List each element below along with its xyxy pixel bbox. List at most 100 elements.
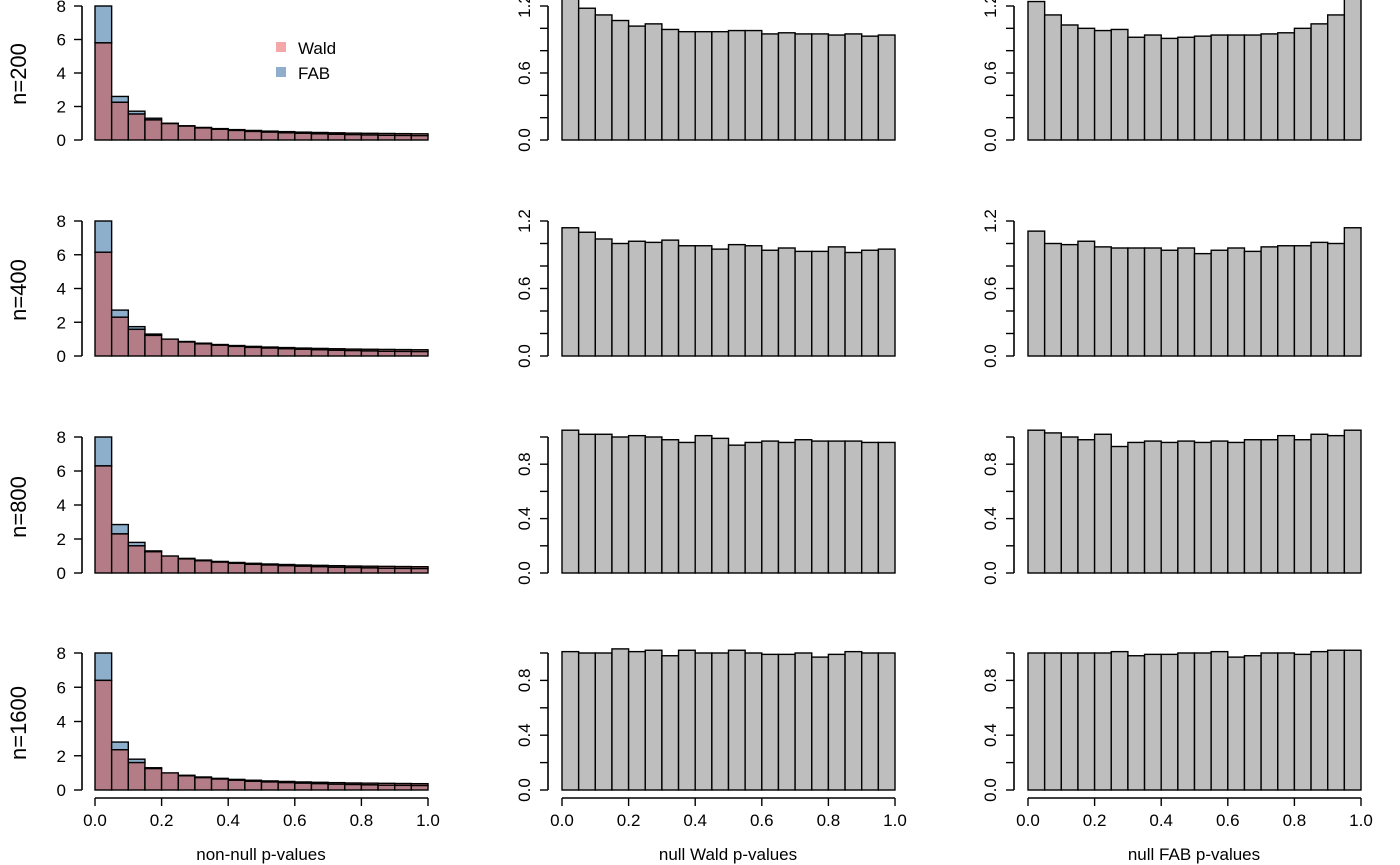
bar-fab-1600-19 [1343,649,1362,791]
bar-nonnull-1600-overlap-10 [260,781,279,791]
bar-nonnull-1600-upper-1 [110,741,130,751]
bar-fab-400-13 [1243,250,1262,357]
bar-wald-400-13 [777,247,796,357]
bar-wald-200-18 [861,35,880,141]
bar-wald-200-19 [877,34,896,141]
bar-fab-1600-7 [1143,653,1162,791]
bar-nonnull-200-overlap-18 [394,134,413,141]
bar-nonnull-400-overlap-10 [260,347,279,357]
bar-nonnull-1600-overlap-15 [344,783,363,791]
y-tick-label-nonnull-200-4: 8 [57,0,66,16]
x-tick-label-nonnull-1600-5: 1.0 [416,811,440,830]
bar-wald-800-6 [661,439,680,574]
y-tick-label-nonnull-400-3: 6 [57,246,66,265]
panels-layer: 024680.00.61.20.00.61.2024680.00.61.20.0… [57,0,1373,830]
bar-nonnull-800-overlap-2 [127,545,146,574]
panel-wald-400: 0.0 0.6 1.2 [515,209,896,368]
y-tick-label-fab-200-1: 0.6 [981,61,1000,85]
y-tick-label-fab-200-0: 0.0 [981,128,1000,152]
bar-nonnull-400-overlap-14 [327,349,346,357]
bar-wald-400-6 [661,239,680,357]
bar-nonnull-200-overlap-6 [194,127,213,141]
x-label-null-fab: null FAB p-values [1128,845,1260,864]
bar-fab-800-11 [1210,440,1229,574]
x-tick-label-nonnull-1600-0: 0.0 [83,811,107,830]
bar-wald-200-9 [711,30,730,141]
bar-fab-400-8 [1160,249,1179,357]
bar-nonnull-400-overlap-5 [177,341,196,357]
bar-nonnull-400-overlap-15 [344,349,363,357]
bar-fab-400-6 [1127,247,1146,357]
panel-nonnull-1600: 0 2 4 6 8 0.0 0.2 0.4 0.6 0.8 1.0 [57,644,440,830]
panel-fab-400: 0.0 0.6 1.2 [981,209,1362,368]
y-tick-label-fab-1600-1: 0.4 [981,723,1000,747]
row-label-n1600: n=1600 [6,686,31,760]
x-tick-label-fab-1600-0: 0.0 [1016,811,1040,830]
bar-fab-800-14 [1260,439,1279,574]
bar-fab-800-2 [1060,436,1079,574]
bar-nonnull-800-overlap-11 [277,564,296,574]
bar-fab-1600-9 [1177,652,1196,791]
x-tick-label-nonnull-1600-1: 0.2 [150,811,174,830]
bar-nonnull-1600-overlap-6 [194,776,213,791]
x-label-null-wald: null Wald p-values [659,845,797,864]
bar-fab-1600-5 [1110,650,1129,791]
bar-nonnull-800-overlap-5 [177,558,196,574]
bar-fab-800-12 [1227,441,1246,574]
bar-wald-800-14 [794,439,813,574]
bar-wald-800-3 [611,436,630,574]
bar-nonnull-400-overlap-8 [227,345,246,357]
y-tick-label-nonnull-1600-4: 8 [57,644,66,663]
bar-nonnull-200-upper-0 [94,5,113,44]
y-tick-label-fab-400-0: 0.0 [981,344,1000,368]
bar-nonnull-1600-overlap-1 [110,749,130,791]
bar-nonnull-800-overlap-7 [210,561,229,574]
bar-wald-1600-19 [877,652,896,791]
bar-wald-400-15 [811,250,830,357]
row-label-n200: n=200 [6,43,31,105]
bar-fab-800-9 [1177,440,1196,574]
bar-nonnull-400-overlap-4 [160,338,179,357]
bar-nonnull-200-upper-1 [110,95,130,104]
bar-wald-200-13 [777,32,796,141]
bar-fab-400-18 [1326,242,1346,357]
bar-nonnull-400-overlap-16 [360,350,379,357]
bar-wald-800-15 [811,440,830,574]
bar-nonnull-400-overlap-11 [277,348,296,357]
bar-fab-800-0 [1027,429,1046,574]
bar-wald-400-7 [677,245,696,357]
bar-wald-800-11 [744,441,763,574]
bar-wald-400-2 [594,238,613,357]
bar-wald-800-8 [694,434,713,574]
bar-wald-800-10 [727,444,746,574]
bar-nonnull-200-overlap-2 [127,113,146,141]
bar-fab-400-12 [1227,247,1246,357]
bar-wald-200-5 [644,23,663,141]
bar-fab-1600-0 [1027,652,1046,791]
bar-fab-1600-18 [1326,649,1346,791]
bar-wald-200-3 [611,19,630,141]
bar-nonnull-200-overlap-12 [294,132,313,141]
bar-nonnull-1600-overlap-13 [310,782,329,791]
bar-wald-800-13 [777,441,796,574]
y-tick-label-nonnull-200-3: 6 [57,31,66,50]
x-tick-label-fab-1600-5: 1.0 [1349,811,1373,830]
bar-nonnull-800-upper-0 [94,436,113,467]
legend-swatch-fab [276,67,286,77]
y-tick-label-nonnull-800-3: 6 [57,462,66,481]
bar-fab-1600-3 [1077,652,1096,791]
y-tick-label-nonnull-400-4: 8 [57,212,66,231]
bar-wald-1600-16 [827,653,846,791]
bar-wald-1600-11 [744,652,763,791]
panel-nonnull-400: 0 2 4 6 8 [57,212,429,366]
bar-fab-1600-16 [1293,653,1312,791]
y-tick-label-fab-800-1: 0.4 [981,507,1000,531]
bar-fab-200-0 [1027,0,1046,141]
bar-fab-800-15 [1277,434,1296,574]
x-tick-label-nonnull-1600-3: 0.6 [283,811,307,830]
y-tick-label-wald-400-0: 0.0 [515,344,534,368]
bar-wald-400-0 [561,227,580,357]
bar-wald-800-19 [877,441,896,574]
y-tick-label-nonnull-400-1: 2 [57,313,66,332]
bar-nonnull-200-overlap-14 [327,133,346,141]
